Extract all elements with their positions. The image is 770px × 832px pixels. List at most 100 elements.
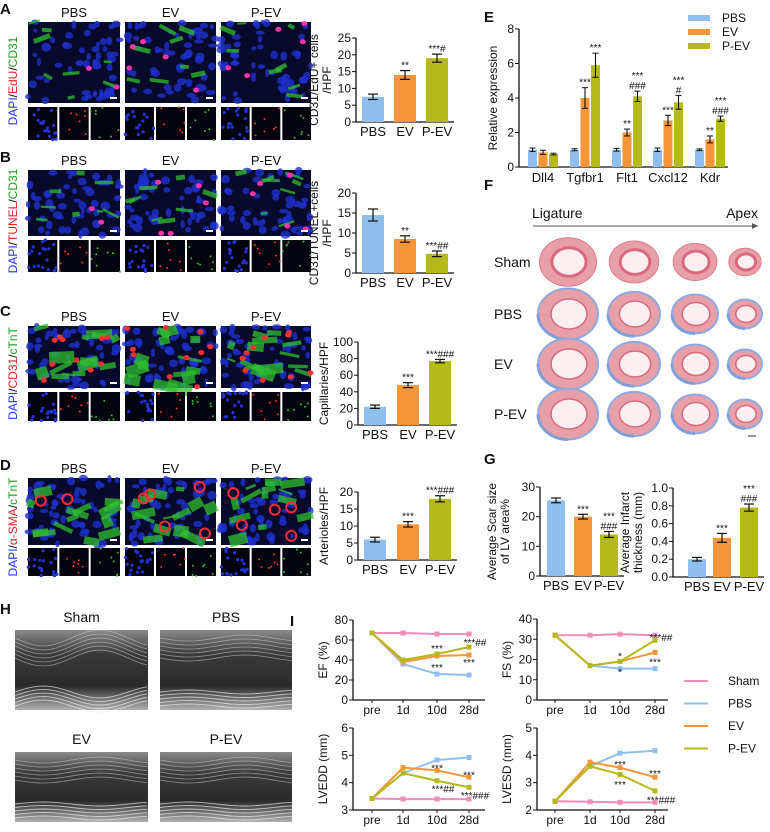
red-stain [51,337,58,343]
nucleus [106,36,113,46]
red-stain [140,39,147,45]
bar-P-EV-Dll4 [549,154,558,167]
thumbnail-dot [149,136,153,140]
red-stain [284,223,291,229]
nucleus [205,89,216,96]
wall-trace [159,812,293,817]
red-stain [104,334,111,340]
data-point-PBS [617,666,623,672]
thumbnail-dot [131,110,135,114]
thumbnail-dot [181,131,184,134]
thumbnail-dot [240,568,244,572]
micrograph-image [216,476,314,548]
nucleus [111,344,122,353]
green-stain [66,513,80,523]
nucleus [79,487,87,496]
nucleus [257,516,265,523]
bar-PBS [547,500,565,576]
nucleus [269,346,275,351]
green-stain [279,351,300,359]
panel-letter-H: H [0,601,11,618]
nucleus [290,227,297,233]
wall-trace [14,692,148,706]
thumbnail-dot [300,571,303,574]
thumbnail-dot [158,392,161,395]
red-stain [197,329,204,335]
nucleus [29,370,36,376]
thumbnail-dot [179,563,182,566]
thumbnail-dot [224,260,229,264]
thumbnail-dot [225,572,229,576]
significance-label: *** [463,658,475,669]
scar-region [606,363,635,388]
thumbnail-dot [306,563,309,566]
nucleus [227,352,232,359]
thumbnail-dot [128,248,132,252]
thumbnail-dot [221,395,225,399]
nucleus [303,183,311,189]
wall-trace [14,689,148,702]
nucleus [185,226,192,233]
nucleus [225,43,232,50]
ventricle-lumen [681,249,711,275]
green-stain [171,507,192,521]
thumbnail-dot [134,250,138,254]
thumbnail-dot [256,247,259,250]
thumbnail-dot [95,253,98,256]
x-tick-label: P-EV [422,275,453,290]
thumbnail-dot [150,551,155,555]
thumbnail [282,107,311,140]
nucleus [187,217,192,226]
red-stain [61,493,74,506]
thumbnail-dot [53,417,57,421]
stain-part: CD31 [6,168,20,199]
legend-item-PBS: PBS [684,697,752,711]
series-line-Sham [371,797,469,801]
thumbnail-dot [182,547,185,550]
nucleus [219,482,227,489]
stain-part: / [6,504,20,508]
thumbnail-dot [196,262,199,265]
thumbnail-dot [143,399,147,403]
thumbnail-dot [101,106,104,109]
red-stain [193,87,200,93]
thumbnail-dot [36,118,40,123]
nucleus [261,218,266,224]
data-point-P-EV [369,796,375,802]
green-stain [169,35,184,45]
thumbnail-dot [227,247,231,251]
thumbnail-dot [137,265,141,269]
green-stain [97,526,122,541]
thumbnail-dot [182,108,185,111]
series-line-Sham [554,800,655,804]
thumbnail-dot [99,547,102,550]
nucleus [173,83,182,92]
data-point-EV [587,759,593,765]
y-tick-label: 1.0 [651,481,668,495]
thumbnail-dot [243,117,247,121]
bar-EV [394,74,416,122]
nucleus [123,32,133,40]
thumbnail-dot [90,415,93,418]
y-tick-label: 4 [525,748,532,762]
nucleus [305,352,311,359]
nucleus [230,51,239,59]
thumbnail-dot [138,123,142,127]
green-stain [252,336,278,345]
nucleus [45,230,50,236]
wall-trace [14,805,148,810]
wall-trace [159,700,293,705]
legend-label: EV [728,719,744,733]
thumbnail-dot [226,556,230,560]
nucleus [302,327,311,332]
thumbnail [59,240,89,272]
nucleus [78,47,85,54]
ventricle-lumen [734,252,758,272]
thumbnail-dot [233,268,238,272]
significance-label: *** [603,512,615,523]
x-tick-label: 28d [645,813,665,827]
bar-EV [574,516,592,576]
thumbnail-dot [41,559,46,563]
data-point-P-EV [552,798,558,804]
thumbnail-dot [52,242,56,247]
